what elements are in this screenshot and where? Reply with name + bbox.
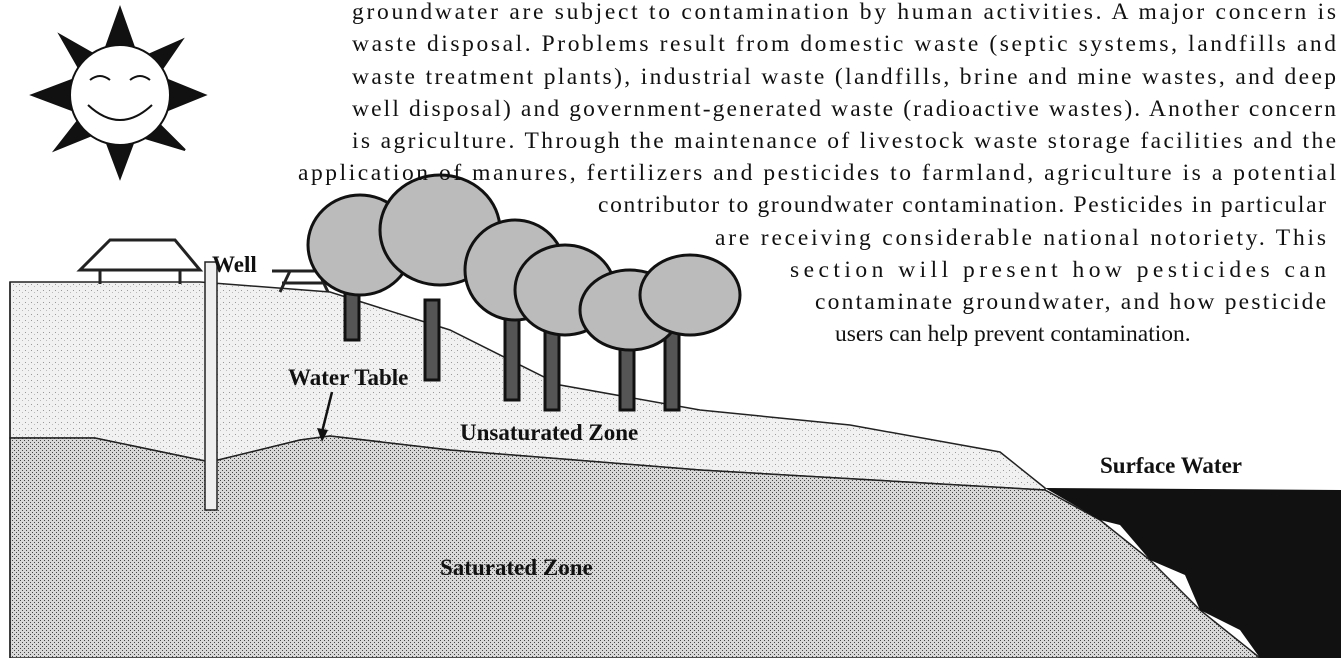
paragraph-line: waste treatment plants), industrial wast… (352, 64, 1336, 90)
paragraph-line: contaminate groundwater, and how pestici… (815, 289, 1326, 315)
paragraph-line: contributor to groundwater contamination… (598, 192, 1326, 218)
paragraph-line: section will present how pesticides can (790, 257, 1326, 283)
label: Well (212, 252, 257, 277)
label: Saturated Zone (440, 555, 593, 580)
paragraph-line: well disposal) and government-generated … (352, 96, 1336, 122)
paragraph-line: groundwater are subject to contamination… (352, 0, 1336, 25)
label: Unsaturated Zone (460, 420, 638, 445)
paragraph-line: waste disposal. Problems result from dom… (352, 31, 1336, 57)
well-pipe (205, 262, 217, 510)
shelter (80, 240, 200, 284)
paragraph-line: users can help prevent contamination. (835, 321, 1191, 347)
saturated-zone (10, 436, 1260, 658)
paragraph-line: is agriculture. Through the maintenance … (352, 128, 1336, 154)
label: Water Table (288, 365, 408, 390)
label: Surface Water (1100, 453, 1242, 478)
paragraph-line: are receiving considerable national noto… (715, 225, 1326, 251)
sun (32, 8, 205, 178)
diagram: Well Water Table Unsaturated Zone Surfac… (0, 0, 1341, 658)
paragraph: groundwater are subject to contamination… (298, 0, 1336, 347)
paragraph-line: application of manures, fertilizers and … (298, 160, 1336, 186)
